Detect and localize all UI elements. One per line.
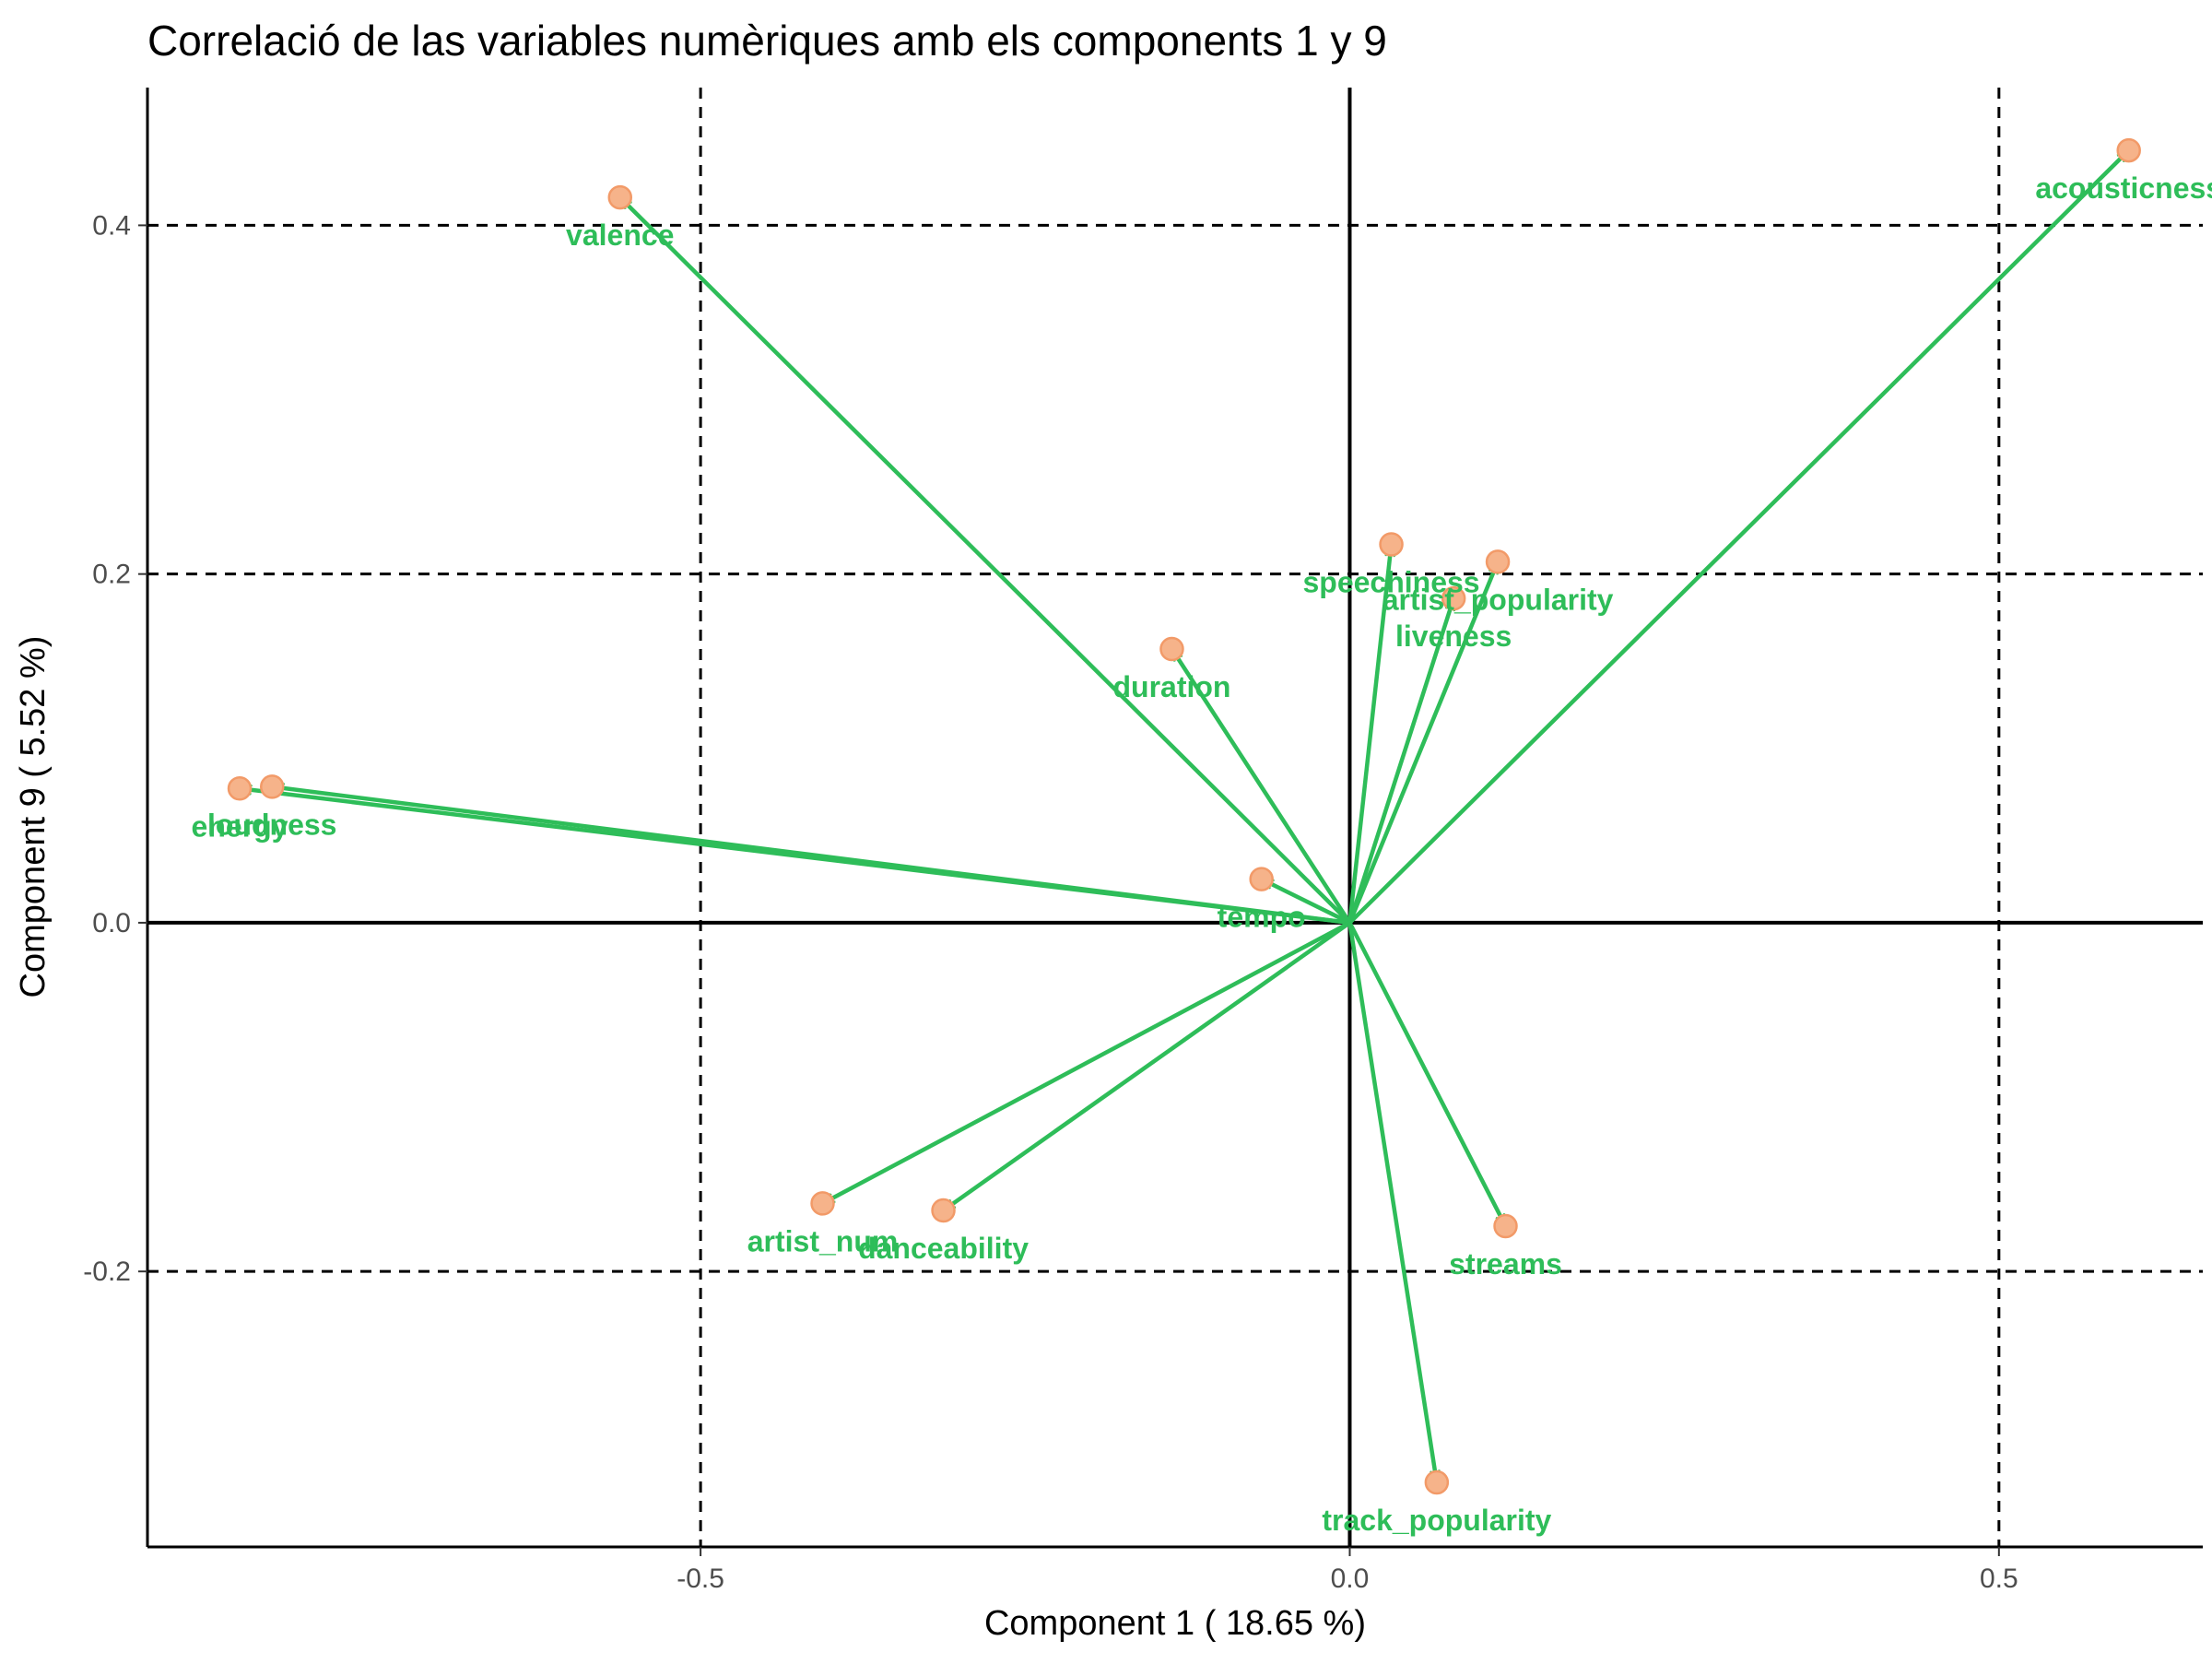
label-loudness: loudness xyxy=(207,808,336,841)
label-artist_num: artist_num xyxy=(747,1224,899,1257)
x-tick-label-0.5: 0.5 xyxy=(1980,1564,2018,1594)
points xyxy=(227,137,2141,1495)
label-tempo: tempo xyxy=(1218,901,1306,934)
point-streams xyxy=(1493,1213,1518,1239)
point-speechiness xyxy=(1379,532,1404,557)
x-axis-title: Component 1 ( 18.65 %) xyxy=(984,1604,1366,1643)
point-valence xyxy=(607,184,633,210)
point-energy xyxy=(227,776,253,801)
label-artist_popularity: artist_popularity xyxy=(1382,583,1614,616)
point-danceability xyxy=(931,1198,956,1223)
label-track_popularity: track_popularity xyxy=(1322,1504,1551,1537)
point-acousticness xyxy=(2116,137,2141,163)
x-tick-label-0.0: 0.0 xyxy=(1331,1564,1370,1594)
y-axis-title: Component 9 ( 5.52 %) xyxy=(14,636,53,998)
arrow-artist_popularity xyxy=(1347,565,1496,924)
chart-title: Correlació de las variables numèriques a… xyxy=(147,17,1387,65)
point-tempo xyxy=(1249,867,1274,891)
arrow-speechiness xyxy=(1347,548,1391,924)
label-liveness: liveness xyxy=(1395,620,1512,653)
tick-labels: -0.5 0.0 0.5 -0.2 0.0 0.2 0.4 xyxy=(83,210,2018,1594)
y-tick-label-0.2: 0.2 xyxy=(92,560,131,590)
x-tick-label--0.5: -0.5 xyxy=(677,1564,724,1594)
point-loudness xyxy=(259,774,285,799)
arrow-acousticness xyxy=(1347,151,2125,925)
point-track_popularity xyxy=(1424,1469,1450,1495)
label-danceability: danceability xyxy=(858,1232,1029,1265)
arrows xyxy=(243,151,2126,1479)
arrow-valence xyxy=(623,200,1352,925)
variable-labels: acousticness valence speechinessartist_pop… xyxy=(192,171,2212,1537)
label-duration: duration xyxy=(1112,670,1230,703)
arrow-streams xyxy=(1347,921,1506,1223)
arrow-tempo xyxy=(1265,879,1351,925)
arrow-liveness xyxy=(1347,602,1452,924)
grid-lines xyxy=(147,88,2203,1547)
arrow-duration xyxy=(1171,652,1352,925)
arrow-track_popularity xyxy=(1347,922,1436,1479)
label-speechiness: speechiness xyxy=(1302,566,1479,599)
label-streams: streams xyxy=(1449,1247,1562,1280)
arrow-artist_num xyxy=(826,920,1351,1204)
y-tick-label-0.0: 0.0 xyxy=(92,908,131,938)
point-duration xyxy=(1159,636,1184,662)
axes xyxy=(146,88,2203,1549)
y-tick-label-0.4: 0.4 xyxy=(92,210,131,241)
arrow-energy xyxy=(243,789,1350,926)
label-valence: valence xyxy=(566,218,674,252)
label-energy: energy xyxy=(192,809,288,843)
point-artist_popularity xyxy=(1485,549,1511,574)
label-acousticness: acousticness xyxy=(2035,171,2212,205)
point-liveness xyxy=(1441,585,1466,611)
arrow-danceability xyxy=(947,921,1351,1210)
y-tick-label--0.2: -0.2 xyxy=(83,1257,131,1287)
point-artist_num xyxy=(810,1191,835,1216)
